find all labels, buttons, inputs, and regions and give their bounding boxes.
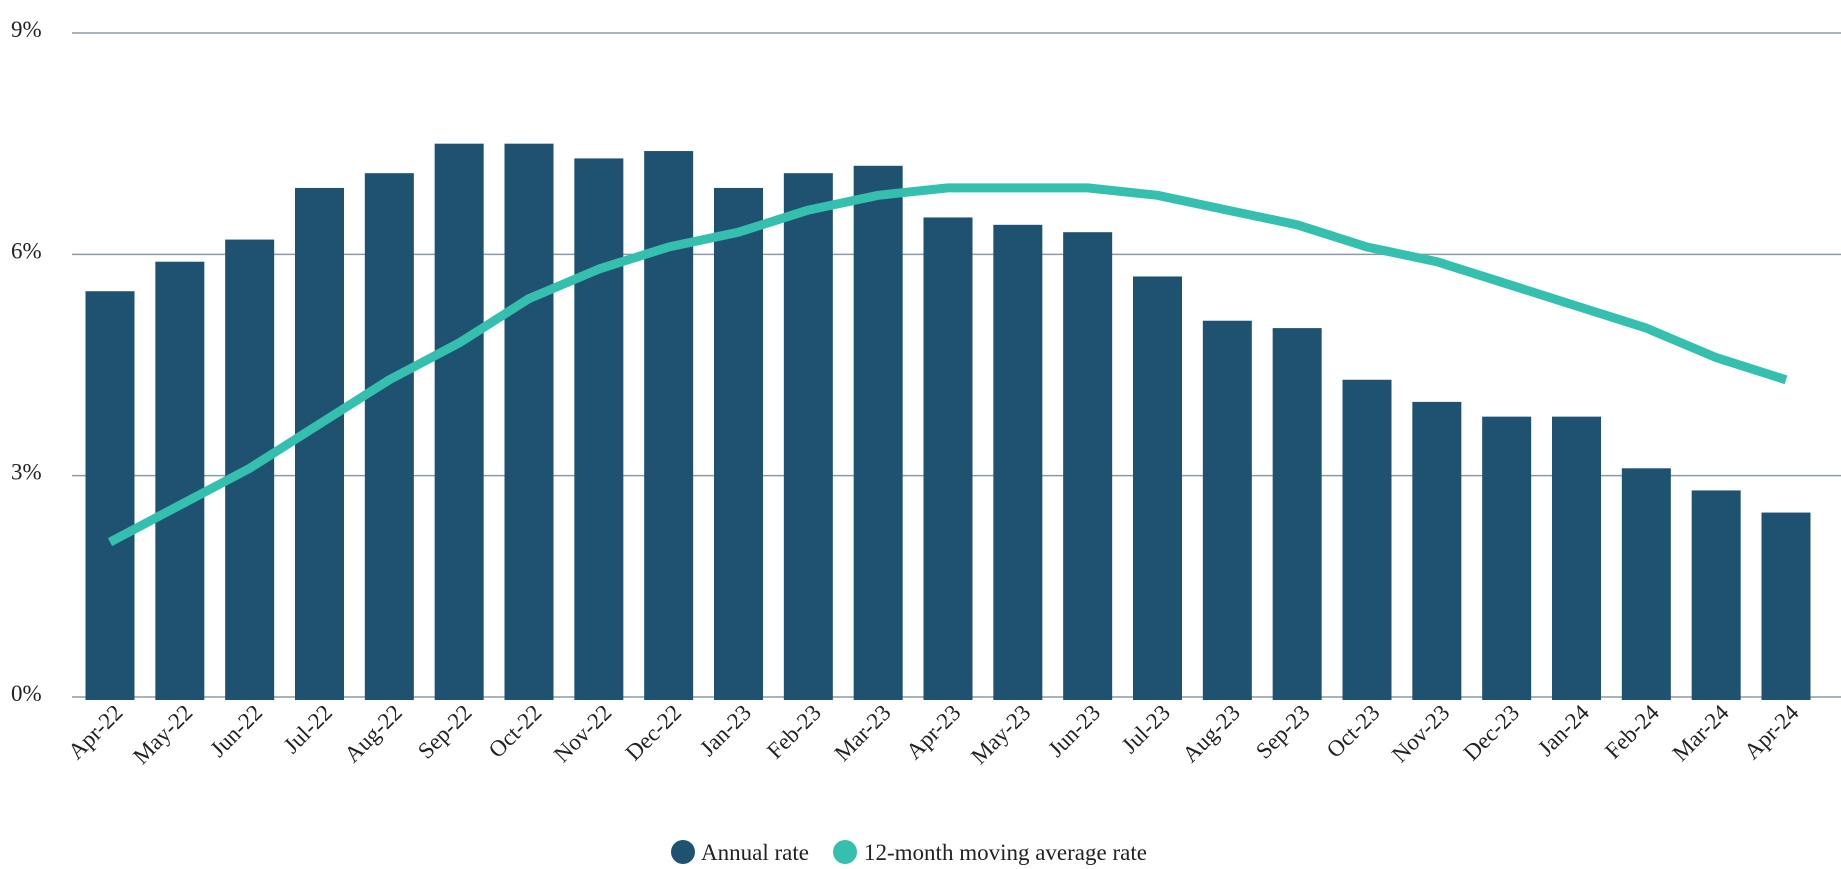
bar-Feb-24 bbox=[1621, 468, 1671, 700]
bar-Sep-23 bbox=[1272, 328, 1322, 700]
y-tick-label: 6% bbox=[11, 238, 42, 263]
bar-Oct-23 bbox=[1342, 379, 1392, 700]
x-tick-label: Oct-23 bbox=[1322, 700, 1385, 763]
bar-Sep-22 bbox=[434, 143, 484, 700]
bar-Jan-23 bbox=[714, 187, 763, 700]
x-tick-label: Aug-23 bbox=[1177, 700, 1244, 767]
bar-Apr-23 bbox=[923, 217, 973, 700]
bar-Apr-24 bbox=[1761, 512, 1811, 700]
legend-swatch-annual-rate bbox=[671, 840, 695, 864]
x-tick-label: Mar-23 bbox=[830, 700, 896, 766]
bar-series bbox=[85, 143, 1811, 701]
x-tick-label: Sep-22 bbox=[413, 700, 477, 764]
legend-swatch-moving-average bbox=[833, 840, 857, 864]
x-tick-label: Dec-22 bbox=[621, 700, 687, 766]
bar-Jul-23 bbox=[1133, 276, 1182, 700]
x-tick-label: Jan-24 bbox=[1533, 700, 1594, 761]
x-tick-label: Mar-24 bbox=[1668, 700, 1734, 766]
bar-Oct-22 bbox=[504, 143, 554, 700]
x-tick-label: Apr-24 bbox=[1739, 700, 1804, 765]
x-tick-label: Jul-23 bbox=[1117, 700, 1175, 758]
bar-Apr-22 bbox=[85, 291, 135, 700]
legend-label-annual-rate: Annual rate bbox=[701, 840, 809, 865]
bar-May-23 bbox=[993, 224, 1043, 701]
x-tick-label: Feb-24 bbox=[1600, 700, 1664, 764]
bar-Jan-24 bbox=[1552, 416, 1601, 700]
x-tick-label: May-22 bbox=[128, 700, 197, 769]
x-axis-tick-labels: Apr-22 May-22 Jun-22 Jul-22 Aug-22 Sep-22 Oct-… bbox=[63, 700, 1804, 770]
x-tick-label: Apr-22 bbox=[63, 700, 127, 764]
bar-Nov-23 bbox=[1412, 401, 1462, 700]
line-series bbox=[107, 183, 1788, 547]
bar-Aug-23 bbox=[1202, 320, 1252, 700]
bar-Jul-22 bbox=[295, 187, 344, 700]
x-tick-label: Jun-23 bbox=[1043, 700, 1105, 762]
x-tick-label: Jan-23 bbox=[695, 700, 756, 761]
x-tick-label: Apr-23 bbox=[901, 700, 965, 764]
bar-Mar-23 bbox=[853, 165, 903, 701]
x-tick-label: Aug-22 bbox=[339, 700, 406, 767]
x-tick-label: Jul-22 bbox=[279, 700, 337, 758]
x-tick-label: Jun-22 bbox=[205, 700, 267, 762]
y-tick-label: 3% bbox=[11, 460, 42, 485]
x-tick-label: Feb-23 bbox=[762, 700, 826, 764]
bar-Dec-22 bbox=[644, 151, 694, 701]
bar-May-22 bbox=[155, 261, 205, 700]
y-axis-tick-labels: 0% 3% 6% 9% bbox=[11, 17, 42, 706]
y-tick-label: 9% bbox=[11, 17, 42, 42]
x-tick-label: Nov-22 bbox=[549, 700, 616, 767]
bar-Nov-22 bbox=[574, 158, 624, 700]
x-tick-label: Nov-23 bbox=[1387, 700, 1454, 767]
bar-Feb-23 bbox=[783, 173, 833, 700]
x-tick-label: Oct-22 bbox=[484, 700, 547, 763]
x-tick-label: May-23 bbox=[966, 700, 1035, 769]
bar-Jun-23 bbox=[1063, 232, 1113, 700]
legend: Annual rate 12-month moving average rate bbox=[671, 840, 1147, 865]
bar-Dec-23 bbox=[1482, 416, 1532, 700]
y-tick-label: 0% bbox=[11, 681, 42, 706]
legend-label-moving-average: 12-month moving average rate bbox=[864, 840, 1147, 865]
bar-Mar-24 bbox=[1691, 490, 1741, 700]
x-tick-label: Dec-23 bbox=[1459, 700, 1525, 766]
bar-Aug-22 bbox=[364, 173, 414, 700]
x-tick-label: Sep-23 bbox=[1251, 700, 1315, 764]
